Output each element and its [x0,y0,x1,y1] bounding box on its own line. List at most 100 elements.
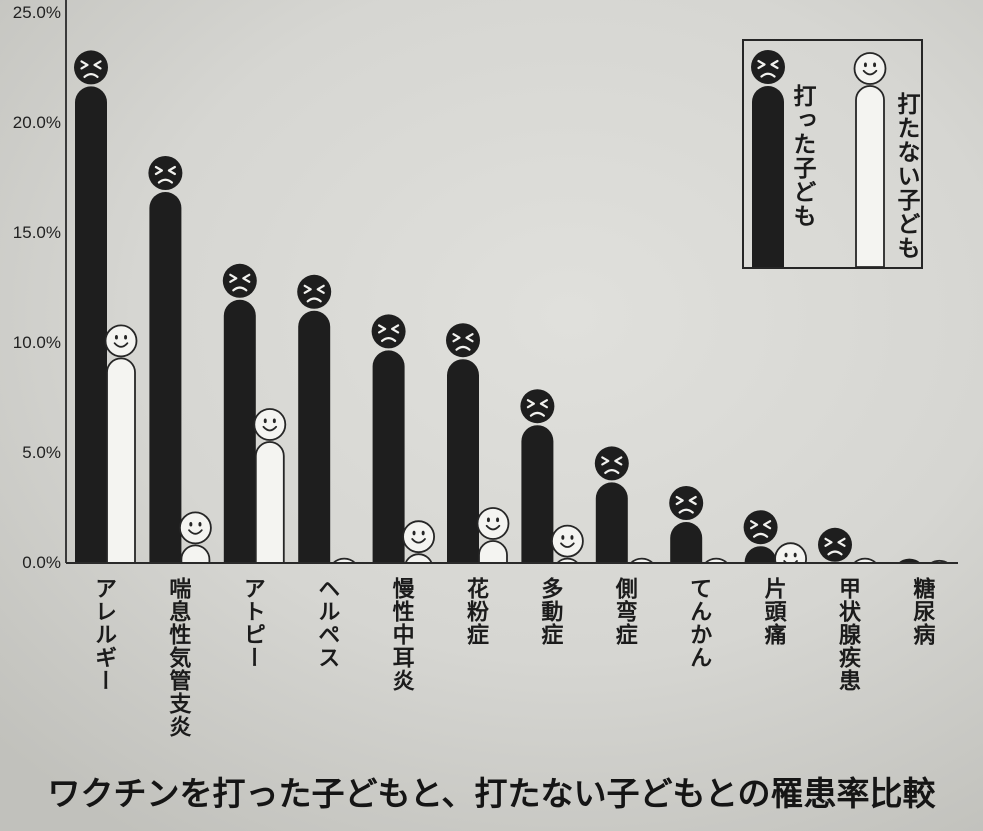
bar-unvaccinated-6 [551,524,584,563]
figure-head [853,52,887,85]
frown-face-icon [751,50,785,84]
right-eye [770,59,779,70]
right-eye [421,530,425,536]
figure-body [254,441,285,563]
figure-body [521,425,554,563]
smile-face-icon [178,511,212,545]
mouth [635,576,648,580]
chart-title: ワクチンを打った子どもと、打たない子どもとの罹患率比較 [47,774,936,813]
right-eye [719,568,722,573]
bar-vaccinated-9 [743,510,778,563]
figure-body [670,522,703,563]
figure-head [148,156,183,190]
figure-head [669,486,704,520]
figure-body [595,482,628,563]
smile-face-icon [853,52,887,85]
figure-head [446,323,480,358]
bar-vaccinated-3 [297,274,332,563]
figure-body [180,544,211,563]
bar-unvaccinated-8 [704,557,729,573]
smile-face-icon [476,507,510,540]
mouth [232,286,248,292]
bar-unvaccinated-0 [104,324,138,563]
left-eye [229,273,238,283]
x-tick-label: 甲状腺疾患 [835,577,860,692]
left-eye [824,537,833,547]
bar-vaccinated-6 [520,389,555,563]
bar-vaccinated-11 [897,558,921,577]
x-tick-label: 慢性中耳炎 [388,577,414,692]
right-eye [347,568,350,573]
left-eye [526,399,535,409]
x-tick-label: 側弯症 [611,577,637,646]
legend-label-vaccinated: 打った子ども [789,84,815,228]
left-eye [263,418,267,424]
smile-face-icon [774,542,807,563]
left-eye [784,552,788,558]
mouth [760,72,776,78]
left-eye [452,333,461,343]
figure-head [743,510,778,545]
figure-head [222,263,257,298]
figure-body [372,350,405,563]
bar-vaccinated-7 [594,446,629,563]
legend-swatch-vaccinated [751,50,785,267]
figure-body [298,310,331,563]
figure-body [556,557,579,563]
left-eye [601,456,610,466]
left-eye [710,568,713,573]
mouth [859,576,872,580]
x-tick-label: ヘルペス [314,577,340,669]
mouth [455,345,471,351]
bar-chart: 0.0% 5.0% 10.0% 15.0% 20.0% 25.0% アレルギー 喘息性気管支… [13,0,958,738]
right-eye [913,570,919,577]
figure-head [594,446,629,481]
x-tick-label: 片頭痛 [760,577,786,646]
figure-head [818,527,852,562]
frown-face-icon [669,486,704,520]
left-eye [561,535,565,540]
frown-face-icon [520,389,555,424]
figure-body [75,86,107,563]
legend-label-unvaccinated: 打たない子ども [893,92,919,260]
smile-face-icon [402,520,436,554]
frown-face-icon [897,558,921,577]
mouth [83,73,99,78]
mouth [262,425,278,432]
smile-face-icon [852,557,878,580]
right-eye [93,60,102,70]
left-eye [80,60,89,70]
smile-face-icon [104,324,138,358]
right-eye [873,62,877,68]
figure-body [478,540,508,563]
figure-head [629,557,654,563]
figure-head [332,557,357,563]
figure-head [852,557,878,563]
figure-head [704,557,729,563]
mouth [933,579,946,583]
frown-face-icon [148,156,183,190]
bar-vaccinated-4 [371,314,406,563]
right-eye [465,333,474,343]
smile-face-icon [629,557,654,580]
x-tick-label: アトピー [239,577,265,669]
left-eye [303,284,312,294]
left-eye [486,517,490,523]
figure-body [855,85,885,268]
legend-box [742,39,923,269]
left-eye [378,324,387,334]
right-eye [868,568,871,573]
frown-face-icon [594,446,629,481]
frown-face-icon [222,263,257,298]
figure-body [744,546,777,563]
right-eye [763,520,772,530]
figure-body [106,357,136,563]
figure-head [253,408,287,441]
mouth [157,178,173,184]
left-eye [900,570,906,577]
bar-unvaccinated-4 [402,520,436,563]
figure-body [404,553,433,563]
frown-face-icon [743,510,778,545]
left-eye [154,165,163,176]
smile-face-icon [332,557,357,573]
